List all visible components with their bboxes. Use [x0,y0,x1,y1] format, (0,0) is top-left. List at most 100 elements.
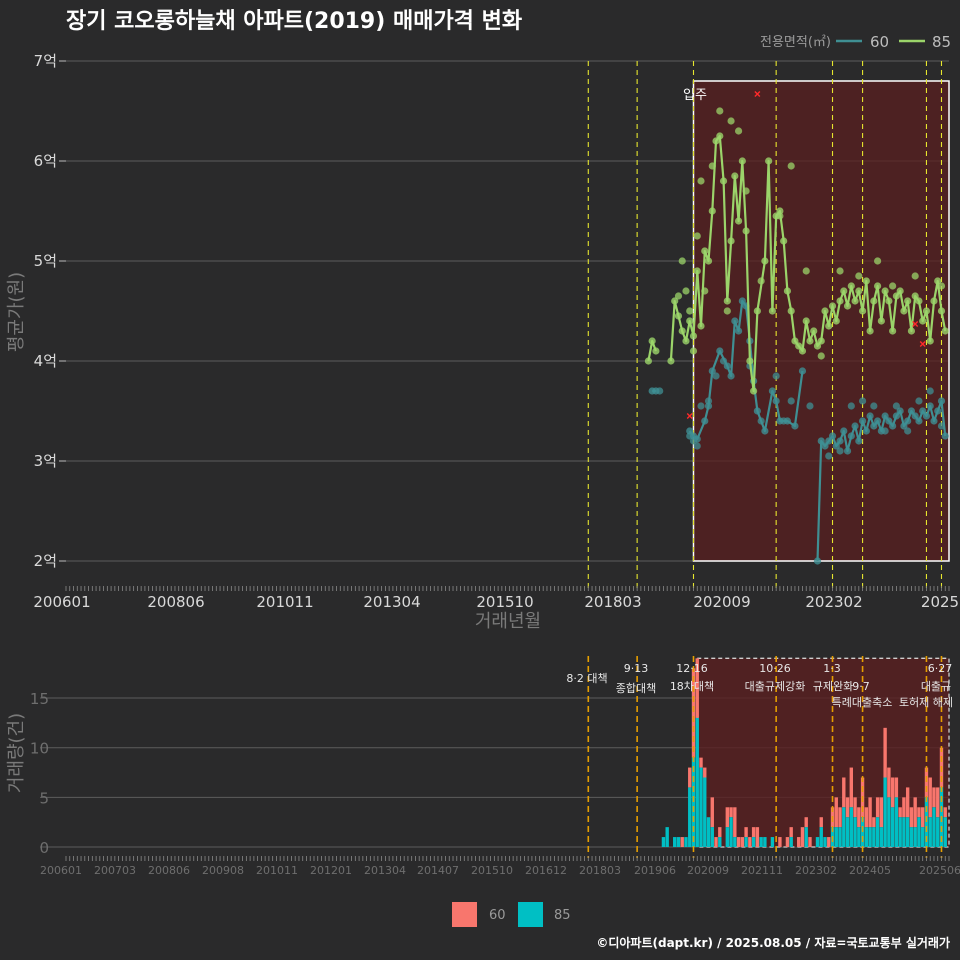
price-point-60 [704,402,713,410]
volume-x-tick-label: 200908 [202,864,244,877]
price-x-tick-label: 202009 [693,593,750,611]
volume-bar-85 [819,827,823,847]
price-point-60 [828,432,837,440]
event-date-6-27: 6·27 [928,662,953,675]
price-y-axis-title: 평균가(원) [6,272,27,352]
price-y-tick-labels: 2억 3억 4억 5억 6억 7억 [34,52,66,570]
volume-bar-85 [860,817,865,847]
price-point-85 [941,327,949,335]
volume-bar-85 [676,837,681,847]
event-label-12-16: 18차대책 [670,680,714,693]
volume-bar-85 [744,837,748,847]
price-point-85 [922,307,931,315]
volume-bar-60 [733,807,737,838]
volume-bar-60 [864,807,869,828]
volume-bar-85 [661,837,666,847]
volume-bar-85 [751,837,756,847]
volume-bar-60 [751,827,756,838]
volume-bar-60 [740,837,745,847]
price-point-85 [753,307,761,315]
volume-bar-85 [936,817,940,847]
volume-bar-85 [710,827,714,847]
price-y-tick-label: 3억 [34,452,57,470]
price-point-85 [851,297,859,305]
price-x-tick-label: 201803 [584,593,641,611]
price-point-85 [836,297,844,305]
volume-bar-60 [699,757,703,768]
price-point-85 [866,327,874,335]
price-point-85 [742,227,750,235]
price-point-85 [731,172,739,180]
price-point-85 [723,307,731,315]
price-point-85 [926,337,934,345]
volume-bar-85 [691,757,696,847]
legend-title: 전용면적(㎡) [760,35,831,50]
price-point-60 [836,437,844,445]
price-x-tick-label: 200601 [33,593,90,611]
volume-bar-85 [849,807,853,847]
price-point-85 [716,107,724,115]
volume-bar-85 [890,807,895,847]
volume-bar-85 [695,717,699,847]
price-point-60 [712,372,720,380]
volume-bar-60 [785,837,790,847]
volume-chart-panel: 8·2 대책 9·13 종합대책 12·16 18차대책 10·26 대출규제강… [6,656,960,877]
price-point-85 [836,267,844,275]
price-y-tick-label: 4억 [34,352,57,370]
event-label-10-26: 대출규제강화 [745,680,806,693]
volume-bar-85 [834,827,838,847]
volume-bar-60 [714,837,718,847]
event-label-special-loan: 특례대출축소 [832,696,893,709]
price-point-85 [911,272,919,280]
price-point-60 [851,422,859,430]
price-point-85 [697,177,705,185]
price-point-85 [911,292,919,300]
price-point-85 [648,337,656,345]
volume-bar-60 [703,767,707,778]
price-point-60 [877,427,885,435]
price-point-85 [934,277,942,285]
volume-y-tick-label: 10 [30,740,49,758]
price-point-85 [885,297,893,305]
volume-x-minor-ticks [65,856,950,861]
volume-bar-60 [834,797,838,828]
price-point-85 [750,387,758,395]
price-x-tick-label: 201510 [476,593,533,611]
volume-bar-60 [932,787,936,808]
volume-x-tick-label: 200703 [94,864,136,877]
volume-x-tick-label: 201803 [579,864,621,877]
price-point-60 [708,367,716,375]
price-point-60 [791,422,799,430]
price-point-60 [753,407,761,415]
move-in-annotation: 입주 [683,88,707,103]
price-point-60 [825,452,833,460]
price-point-60 [904,427,912,435]
price-point-60 [693,442,701,450]
volume-bar-85 [917,817,921,847]
price-point-60 [862,427,870,435]
price-point-85 [937,307,946,315]
volume-x-tick-label: 202506 [919,864,960,877]
volume-x-tick-label: 201407 [417,864,459,877]
price-point-60 [870,422,878,430]
price-point-60 [847,402,855,410]
price-point-85 [776,207,784,215]
price-y-tick-label: 2억 [34,552,57,570]
volume-bar-60 [691,668,696,758]
volume-y-tick-label: 15 [30,690,49,708]
volume-bar-60 [845,797,850,818]
price-x-tick-label: 202302 [805,593,862,611]
price-point-60 [874,417,882,425]
price-point-60 [847,432,855,440]
price-point-60 [926,387,934,395]
volume-bar-60 [875,797,880,818]
price-point-85 [877,317,885,325]
price-point-60 [783,417,792,425]
volume-bar-60 [924,767,929,798]
volume-bar-85 [872,827,876,847]
volume-bar-60 [688,767,692,788]
price-point-60 [858,417,867,425]
volume-bar-60 [887,767,891,798]
volume-bar-60 [729,807,733,818]
